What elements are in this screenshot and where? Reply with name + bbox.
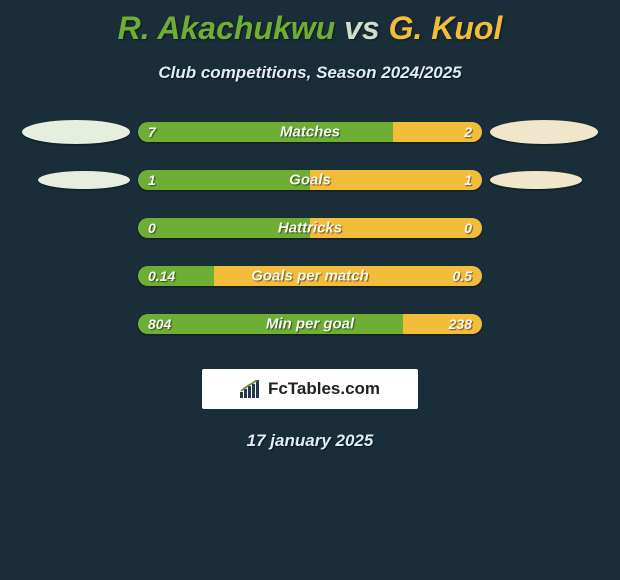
stat-label: Goals bbox=[289, 172, 331, 189]
player2-value: 0 bbox=[464, 218, 472, 238]
stat-row: 0.14 0.5 Goals per match bbox=[0, 265, 620, 287]
player1-bar-segment bbox=[138, 170, 310, 190]
stat-label: Hattricks bbox=[278, 220, 342, 237]
stat-row: 7 2 Matches bbox=[0, 121, 620, 143]
player1-value: 1 bbox=[148, 170, 156, 190]
stat-label: Min per goal bbox=[266, 316, 354, 333]
player1-ellipse bbox=[38, 171, 130, 189]
stat-rows-container: 7 2 Matches 1 1 Goals 0 0 Hattricks 0.14 0.5 Goals … bbox=[0, 121, 620, 335]
stat-row: 1 1 Goals bbox=[0, 169, 620, 191]
player1-value: 0 bbox=[148, 218, 156, 238]
source-badge: FcTables.com bbox=[202, 369, 418, 409]
stat-bar: 804 238 Min per goal bbox=[138, 314, 482, 334]
snapshot-date: 17 january 2025 bbox=[0, 431, 620, 451]
bar-chart-icon bbox=[240, 380, 262, 398]
player2-name: G. Kuol bbox=[389, 10, 503, 46]
player2-ellipse bbox=[490, 120, 598, 144]
stat-bar: 0 0 Hattricks bbox=[138, 218, 482, 238]
player1-name: R. Akachukwu bbox=[118, 10, 336, 46]
stat-row: 804 238 Min per goal bbox=[0, 313, 620, 335]
stat-label: Matches bbox=[280, 124, 340, 141]
source-badge-text: FcTables.com bbox=[268, 379, 380, 399]
subtitle: Club competitions, Season 2024/2025 bbox=[0, 63, 620, 83]
player1-value: 7 bbox=[148, 122, 156, 142]
player2-bar-segment bbox=[310, 170, 482, 190]
player1-ellipse bbox=[22, 120, 130, 144]
player2-value: 238 bbox=[449, 314, 472, 334]
player1-bar-segment bbox=[138, 122, 393, 142]
player1-value: 0.14 bbox=[148, 266, 175, 286]
player2-value: 1 bbox=[464, 170, 472, 190]
player1-value: 804 bbox=[148, 314, 171, 334]
player2-ellipse bbox=[490, 171, 582, 189]
comparison-title: R. Akachukwu vs G. Kuol bbox=[0, 0, 620, 47]
stat-bar: 1 1 Goals bbox=[138, 170, 482, 190]
stat-row: 0 0 Hattricks bbox=[0, 217, 620, 239]
player2-value: 0.5 bbox=[453, 266, 472, 286]
stat-bar: 0.14 0.5 Goals per match bbox=[138, 266, 482, 286]
stat-bar: 7 2 Matches bbox=[138, 122, 482, 142]
stat-label: Goals per match bbox=[251, 268, 369, 285]
vs-separator: vs bbox=[344, 10, 380, 46]
player2-value: 2 bbox=[464, 122, 472, 142]
